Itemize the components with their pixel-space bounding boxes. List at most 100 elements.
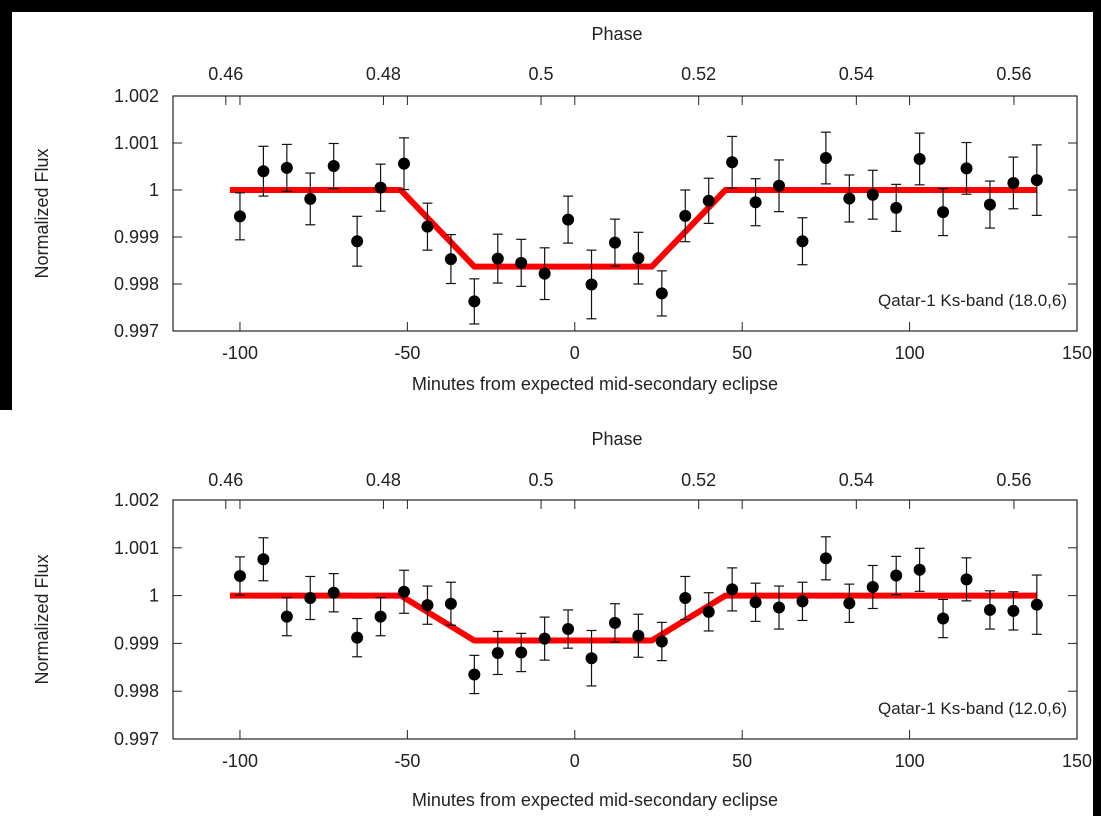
data-point	[679, 209, 692, 222]
plot-frame	[172, 95, 1078, 332]
model-fit-line	[229, 592, 1037, 644]
data-point	[327, 586, 340, 599]
data-point	[374, 610, 387, 623]
data-point	[890, 201, 903, 214]
phase-axis-label: Phase	[591, 24, 642, 44]
data-point	[679, 591, 692, 604]
data-point	[468, 668, 481, 681]
data-point	[960, 573, 973, 586]
x-axis-label: Minutes from expected mid-secondary ecli…	[412, 374, 778, 394]
top-border	[0, 0, 1101, 12]
data-point	[983, 198, 996, 211]
data-point	[983, 603, 996, 616]
phase-axis-label: Phase	[591, 429, 642, 449]
data-point	[398, 157, 411, 170]
y-tick-label: 0.999	[114, 633, 159, 653]
data-point	[304, 591, 317, 604]
data-point	[1030, 174, 1043, 187]
data-point	[515, 646, 528, 659]
data-point	[421, 220, 434, 233]
x-tick-label: -100	[222, 751, 258, 771]
x-tick-label: -50	[394, 751, 420, 771]
data-point	[257, 165, 270, 178]
x-tick-label: 0	[570, 751, 580, 771]
data-point	[515, 256, 528, 269]
data-point	[655, 635, 668, 648]
x-tick-label: -50	[394, 343, 420, 363]
y-tick-label: 1	[149, 180, 159, 200]
data-point	[562, 623, 575, 636]
data-point	[796, 235, 809, 248]
y-tick-label: 0.998	[114, 274, 159, 294]
data-point	[608, 616, 621, 629]
y-tick-label: 1.002	[114, 490, 159, 510]
y-tick-label: 0.997	[114, 321, 159, 341]
data-point	[702, 605, 715, 618]
phase-tick-label: 0.46	[208, 64, 243, 84]
phase-tick-label: 0.48	[366, 470, 401, 490]
data-point	[843, 192, 856, 205]
chart-panel-2: -100 -50 0 50 100 150 0.46 0.48 0.5 0.52 0.54 0.56 0…	[32, 429, 1092, 810]
data-point	[866, 580, 879, 593]
data-point	[819, 152, 832, 165]
x-tick-label: 0	[570, 343, 580, 363]
right-border	[1093, 0, 1101, 816]
data-point	[233, 210, 246, 223]
data-point	[585, 652, 598, 665]
x-tick-label: 100	[895, 343, 925, 363]
data-point	[773, 179, 786, 192]
chart-panel-1: -100 -50 0 50 100 150 0.46 0.48 0.5 0.52 0.54 0.56 0…	[32, 24, 1092, 394]
data-point	[773, 601, 786, 614]
y-tick-label: 1.002	[114, 86, 159, 106]
y-tick-label: 1.001	[114, 133, 159, 153]
data-point	[421, 599, 434, 612]
data-point	[351, 631, 364, 644]
data-point	[1030, 598, 1043, 611]
data-point	[937, 206, 950, 219]
data-point	[351, 235, 364, 248]
y-axis-label: Normalized Flux	[32, 148, 52, 278]
data-point	[468, 295, 481, 308]
data-point	[1007, 176, 1020, 189]
data-point	[702, 194, 715, 207]
x-tick-label: 50	[732, 751, 752, 771]
data-point	[398, 585, 411, 598]
phase-tick-label: 0.5	[529, 64, 554, 84]
phase-tick-label: 0.52	[681, 64, 716, 84]
data-point	[257, 553, 270, 566]
data-point	[937, 612, 950, 625]
data-point	[1007, 604, 1020, 617]
y-tick-label: 0.997	[114, 729, 159, 749]
data-point	[843, 597, 856, 610]
phase-tick-label: 0.48	[366, 64, 401, 84]
plot-frame	[172, 499, 1078, 740]
y-axis-label: Normalized Flux	[32, 554, 52, 684]
y-tick-label: 1.001	[114, 538, 159, 558]
data-point	[749, 196, 762, 209]
data-point	[562, 213, 575, 226]
phase-tick-label: 0.54	[839, 470, 874, 490]
data-point	[819, 552, 832, 565]
data-point	[913, 563, 926, 576]
left-border-top-panel	[0, 0, 12, 410]
x-tick-label: 150	[1062, 751, 1092, 771]
panel-annotation: Qatar-1 Ks-band (12.0,6)	[878, 699, 1067, 718]
data-point	[444, 253, 457, 266]
y-tick-label: 1	[149, 586, 159, 606]
data-point	[632, 252, 645, 265]
data-point	[280, 610, 293, 623]
x-tick-label: -100	[222, 343, 258, 363]
data-point	[327, 160, 340, 173]
data-point	[444, 597, 457, 610]
data-point	[280, 161, 293, 174]
phase-tick-label: 0.52	[681, 470, 716, 490]
data-point	[866, 188, 879, 201]
data-point	[304, 192, 317, 205]
y-tick-label: 0.999	[114, 227, 159, 247]
data-point	[655, 287, 668, 300]
data-point	[608, 236, 621, 249]
phase-tick-label: 0.54	[839, 64, 874, 84]
data-point	[538, 632, 551, 645]
x-axis-label: Minutes from expected mid-secondary ecli…	[412, 790, 778, 810]
